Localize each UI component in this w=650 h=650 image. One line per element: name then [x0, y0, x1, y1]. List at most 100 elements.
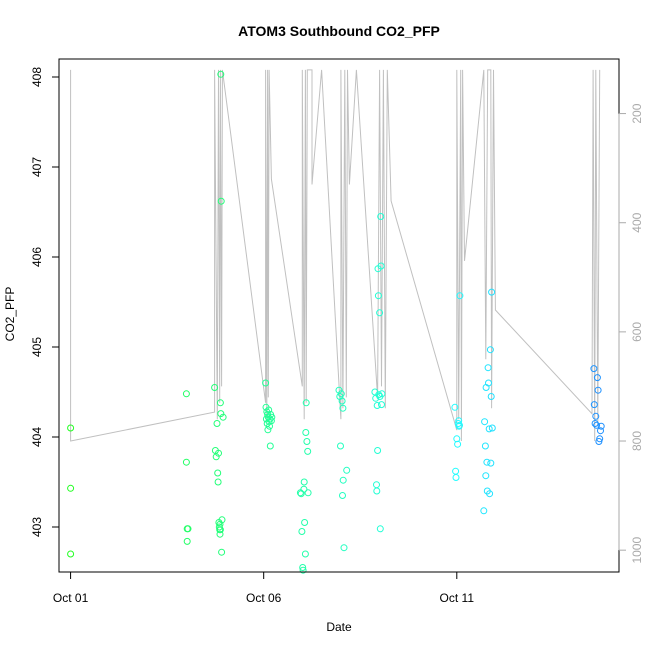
data-point — [214, 469, 222, 477]
data-point — [265, 406, 273, 414]
data-point — [217, 70, 225, 78]
data-point — [266, 415, 274, 423]
x-tick-label: Oct 01 — [53, 591, 89, 605]
data-point — [487, 393, 495, 400]
data-point — [216, 526, 224, 534]
data-point — [486, 490, 494, 498]
data-point — [488, 424, 496, 432]
y2-tick-label: 600 — [630, 322, 644, 342]
y-tick-label: 404 — [30, 427, 44, 447]
data-point — [376, 525, 384, 533]
data-point — [377, 262, 385, 270]
data-point — [299, 566, 307, 574]
data-point — [596, 435, 604, 443]
y2-tick-label: 400 — [630, 212, 644, 232]
data-point — [481, 442, 489, 450]
axes-layer: Oct 01 Oct 06 Oct 11 403 404 405 406 407 408 200 4… — [30, 67, 644, 605]
data-point — [218, 548, 226, 556]
y-tick-label: 406 — [30, 247, 44, 267]
data-point — [487, 459, 495, 467]
data-point — [300, 485, 308, 493]
data-point — [267, 417, 275, 425]
data-point — [183, 537, 191, 545]
data-point — [266, 442, 274, 450]
data-point — [212, 453, 220, 461]
data-point — [453, 435, 461, 443]
data-point — [374, 292, 382, 300]
data-point — [340, 544, 348, 552]
x-tick-label: Oct 06 — [246, 591, 282, 605]
y2-tick-label: 800 — [630, 431, 644, 451]
y2-tick-label: 200 — [630, 103, 644, 123]
data-point — [262, 379, 270, 387]
data-point — [214, 478, 222, 486]
data-point — [488, 288, 496, 296]
data-point — [593, 374, 601, 382]
y2-tick-label: 1000 — [630, 537, 644, 564]
data-point — [482, 472, 490, 480]
data-point — [592, 412, 600, 420]
data-point — [211, 384, 219, 391]
data-point — [215, 449, 222, 457]
y-tick-label: 407 — [30, 157, 44, 177]
y-tick-label: 403 — [30, 517, 44, 537]
data-point — [486, 346, 494, 354]
data-point — [217, 197, 225, 205]
data-point — [213, 420, 221, 427]
data-point — [302, 429, 310, 436]
data-point — [456, 421, 463, 429]
data-point — [337, 390, 345, 398]
data-point — [591, 420, 599, 427]
data-point — [302, 399, 310, 407]
y-tick-label: 408 — [30, 67, 44, 87]
data-point — [300, 478, 308, 486]
data-point — [264, 426, 272, 434]
data-point — [299, 564, 307, 571]
data-point — [216, 399, 224, 407]
data-point — [339, 492, 346, 499]
data-point — [455, 417, 463, 425]
chart-title: ATOM3 Southbound CO2_PFP — [238, 23, 440, 39]
x-tick-label: Oct 11 — [440, 591, 475, 605]
data-point — [303, 438, 311, 445]
data-point — [218, 516, 226, 524]
plot-frame — [58, 58, 620, 573]
data-point — [590, 365, 598, 373]
data-point — [373, 402, 381, 409]
data-point — [483, 458, 491, 466]
data-point — [593, 421, 601, 429]
altitude-profile-layer — [70, 69, 601, 442]
data-point — [216, 530, 224, 538]
data-point — [184, 525, 192, 533]
data-point — [304, 447, 312, 455]
data-point — [456, 292, 464, 300]
y-tick-label: 405 — [30, 337, 44, 357]
data-point — [480, 507, 488, 515]
data-point — [484, 364, 492, 372]
data-point — [216, 520, 224, 528]
data-point — [67, 550, 75, 558]
data-point — [219, 413, 227, 421]
data-point — [67, 424, 75, 432]
data-point — [298, 528, 306, 535]
data-point — [374, 447, 382, 454]
data-point — [597, 422, 605, 430]
data-point — [338, 397, 346, 405]
data-point — [373, 487, 381, 495]
data-point — [485, 379, 492, 387]
data-point — [485, 425, 493, 433]
data-point — [337, 442, 344, 450]
data-point — [375, 391, 383, 399]
data-point — [378, 401, 385, 409]
data-point — [182, 458, 190, 466]
data-point — [296, 489, 304, 497]
data-point — [376, 309, 384, 317]
data-point — [268, 413, 276, 421]
data-point — [217, 410, 225, 418]
data-point — [452, 467, 460, 475]
data-points-layer — [67, 70, 605, 574]
y-axis-label: CO2_PFP — [3, 287, 17, 342]
data-point — [594, 386, 602, 394]
data-point — [339, 404, 347, 412]
